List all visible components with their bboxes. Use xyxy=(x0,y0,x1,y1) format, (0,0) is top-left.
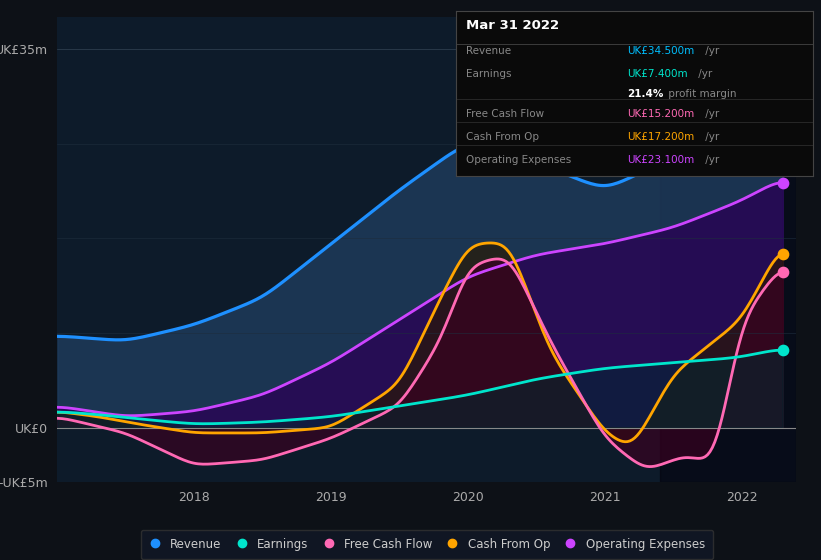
Point xyxy=(776,58,789,67)
Text: UK£34.500m: UK£34.500m xyxy=(627,46,695,56)
Text: 21.4%: 21.4% xyxy=(627,88,663,99)
Text: UK£17.200m: UK£17.200m xyxy=(627,132,695,142)
Text: /yr: /yr xyxy=(702,46,719,56)
Text: /yr: /yr xyxy=(702,132,719,142)
Text: UK£15.200m: UK£15.200m xyxy=(627,109,695,119)
Text: UK£7.400m: UK£7.400m xyxy=(627,69,688,79)
Text: Earnings: Earnings xyxy=(466,69,511,79)
Legend: Revenue, Earnings, Free Cash Flow, Cash From Op, Operating Expenses: Revenue, Earnings, Free Cash Flow, Cash … xyxy=(140,530,713,559)
Text: Operating Expenses: Operating Expenses xyxy=(466,155,571,165)
Text: Free Cash Flow: Free Cash Flow xyxy=(466,109,544,119)
Text: /yr: /yr xyxy=(702,155,719,165)
Point xyxy=(776,268,789,277)
Text: Mar 31 2022: Mar 31 2022 xyxy=(466,20,559,32)
Bar xyxy=(659,17,796,482)
Text: UK£23.100m: UK£23.100m xyxy=(627,155,695,165)
Point xyxy=(776,178,789,187)
Text: profit margin: profit margin xyxy=(664,88,736,99)
Point xyxy=(776,250,789,259)
Text: /yr: /yr xyxy=(702,109,719,119)
Text: /yr: /yr xyxy=(695,69,712,79)
Text: Revenue: Revenue xyxy=(466,46,511,56)
Text: Cash From Op: Cash From Op xyxy=(466,132,539,142)
Point xyxy=(776,346,789,354)
